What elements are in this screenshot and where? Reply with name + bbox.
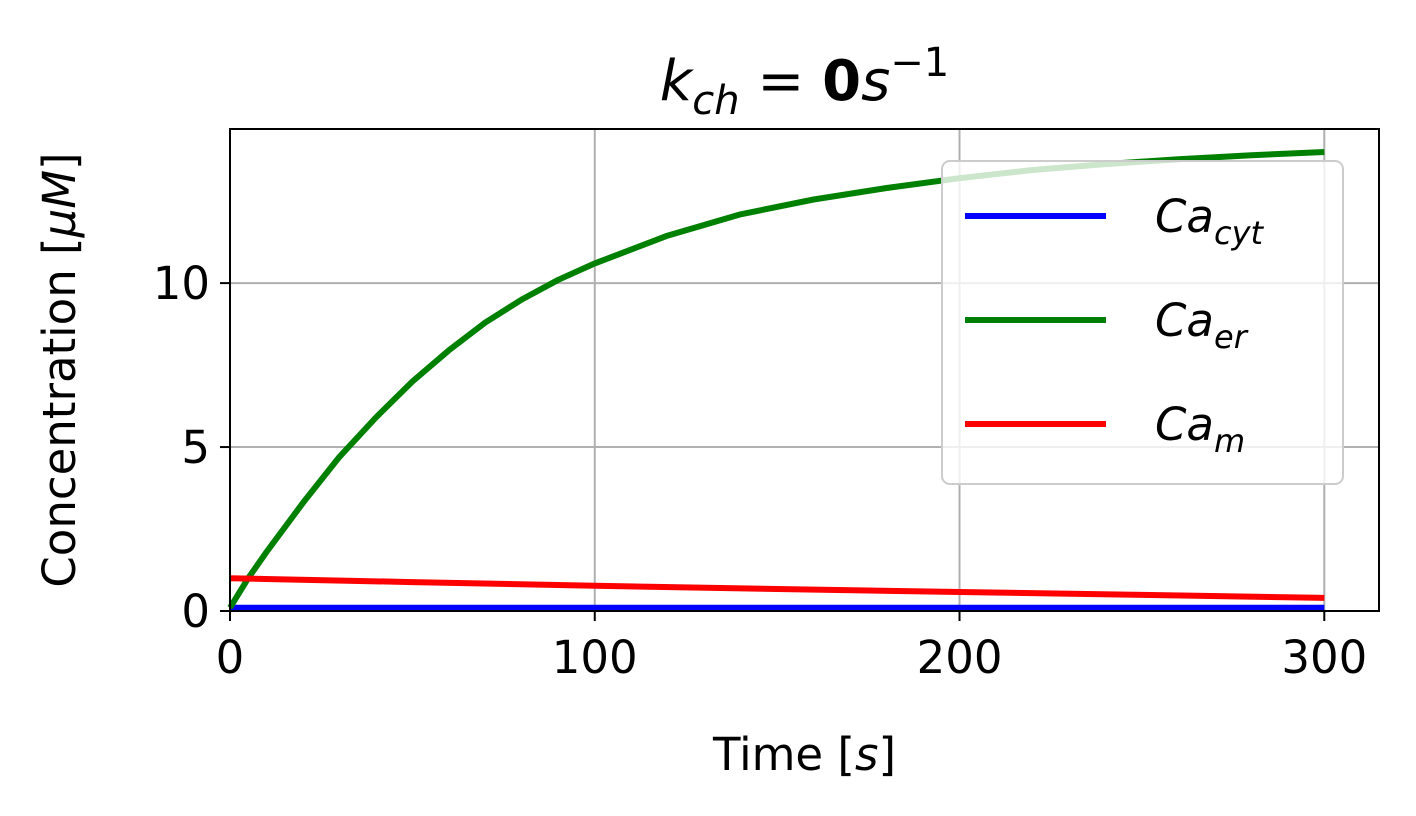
x-tick-label: 0 [216,631,245,684]
legend-items: Cacyt Caer Cam [965,190,1265,460]
x-tick-label: 200 [917,631,1003,684]
x-tick-label: 100 [552,631,638,684]
x-axis-label-close: ] [878,728,896,781]
x-axis-label-unit: s [855,728,878,781]
title-k-subscript: ch [692,78,739,124]
x-axis-label-text: Time [ [712,728,855,781]
y-axis-label-unit: μM [33,170,86,238]
chart-title: kch = 0s−1 [660,40,949,124]
y-axis-label-text: Concentration [ [33,237,86,587]
x-tick-label: 300 [1281,631,1367,684]
y-tick-label: 0 [181,585,210,638]
y-tick-label: 10 [153,257,210,310]
legend-label-m: Cam [1155,398,1245,460]
y-axis-label-close: ] [33,152,86,170]
x-axis-label: Time [s] [712,728,896,781]
title-unit: s [861,49,890,114]
axis-ticks: 0 100 200 300 0 5 10 [153,257,1368,684]
title-unit-superscript: −1 [890,40,949,86]
legend-box [941,160,1344,485]
plot-area [229,128,1380,612]
title-value: 0 [822,49,861,114]
y-tick-label: 5 [181,421,210,474]
title-equals: = [740,49,823,114]
legend-label-er: Caer [1155,294,1249,356]
legend: Cacyt Caer Cam [941,160,1344,485]
legend-label-cyt: Cacyt [1155,190,1265,252]
series-line-m [229,575,1325,601]
title-k: k [660,49,695,114]
y-axis-label: Concentration [μM] [33,152,86,587]
